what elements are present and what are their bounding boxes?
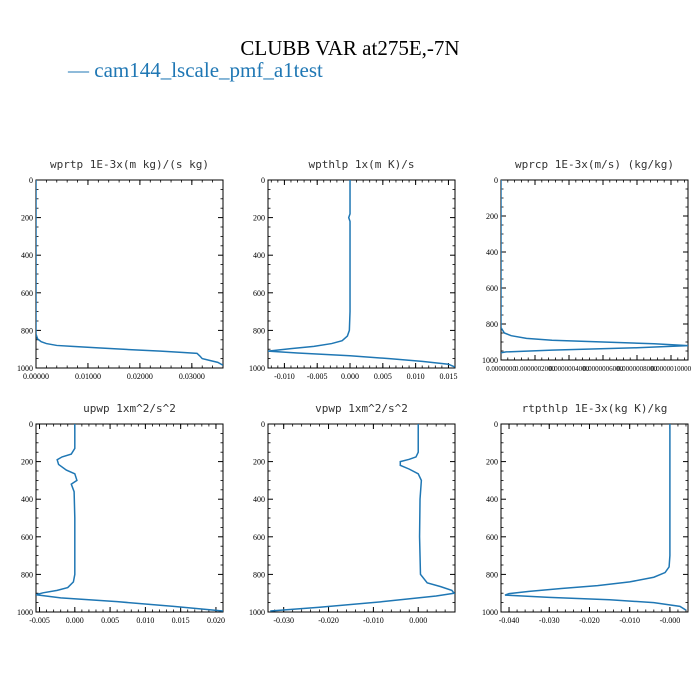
y-tick-label: 800 [21, 570, 33, 579]
figure-title: CLUBB VAR at275E,-7N [240, 36, 460, 60]
x-tick-label: -0.030 [539, 616, 560, 625]
y-tick-label: 600 [486, 284, 498, 293]
y-tick-label: 400 [21, 495, 33, 504]
y-tick-label: 800 [253, 326, 265, 335]
x-tick-label: 0.020 [207, 616, 225, 625]
x-tick-label: 0.015 [439, 372, 457, 381]
x-tick-label: -0.000 [660, 616, 681, 625]
x-tick-label: 0.010 [407, 372, 425, 381]
legend-line-icon: — [68, 58, 89, 82]
y-tick-label: 1000 [17, 608, 33, 617]
series-line [268, 180, 455, 368]
y-tick-label: 800 [486, 320, 498, 329]
x-tick-label: 0.015 [172, 616, 190, 625]
y-tick-label: 0 [29, 176, 33, 185]
y-tick-label: 600 [253, 289, 265, 298]
y-tick-label: 0 [494, 420, 498, 429]
x-tick-label: 0.01000 [75, 372, 101, 381]
y-tick-label: 1000 [482, 608, 498, 617]
x-tick-label: 0.010 [136, 616, 154, 625]
x-tick-label: 0.0000004000 [549, 365, 590, 373]
y-tick-label: 200 [21, 458, 33, 467]
x-tick-label: 0.02000 [127, 372, 153, 381]
legend-entry: — cam144_lscale_pmf_a1test [68, 58, 323, 83]
y-tick-label: 600 [21, 533, 33, 542]
x-tick-label: 0.0000000 [486, 365, 516, 373]
plot-frame [267, 179, 456, 369]
x-tick-label: 0.00000 [23, 372, 49, 381]
y-tick-label: 1000 [17, 364, 33, 373]
plot-frame [35, 179, 224, 369]
x-tick-label: -0.010 [274, 372, 295, 381]
plot-frame [267, 423, 456, 613]
y-tick-label: 600 [486, 533, 498, 542]
x-tick-label: 0.0000010000 [651, 365, 692, 373]
x-tick-label: -0.020 [318, 616, 339, 625]
panel-1: wprtp 1E-3x(m kg)/(s kg) 0 200 400 600 800 100… [17, 158, 224, 381]
y-tick-label: 0 [261, 176, 265, 185]
y-tick-label: 200 [486, 212, 498, 221]
panel-2: wpthlp 1x(m K)/s 0 200 400 600 800 1000 -0.010 -… [249, 158, 457, 381]
y-tick-label: 1000 [482, 356, 498, 365]
panel-title: wprcp 1E-3x(m/s) (kg/kg) [515, 158, 674, 171]
series-line [504, 424, 687, 611]
y-tick-label: 800 [21, 326, 33, 335]
x-tick-label: 0.005 [101, 616, 119, 625]
y-tick-label: 0 [261, 420, 265, 429]
panel-title: wpthlp 1x(m K)/s [309, 158, 415, 171]
plot-frame [500, 423, 689, 613]
y-tick-label: 800 [486, 570, 498, 579]
y-tick-label: 400 [21, 251, 33, 260]
series-line [501, 180, 688, 354]
y-tick-label: 400 [486, 248, 498, 257]
y-tick-label: 200 [21, 214, 33, 223]
plot-frame [35, 423, 224, 613]
series-line [270, 424, 455, 612]
y-tick-label: 800 [253, 570, 265, 579]
y-tick-label: 1000 [249, 608, 265, 617]
series-line [36, 424, 223, 612]
y-tick-label: 400 [253, 495, 265, 504]
y-tick-label: 600 [21, 289, 33, 298]
y-tick-label: 400 [253, 251, 265, 260]
x-tick-label: -0.040 [499, 616, 520, 625]
x-tick-label: -0.020 [579, 616, 600, 625]
x-tick-label: -0.010 [619, 616, 640, 625]
x-tick-label: 0.0000006000 [583, 365, 624, 373]
x-tick-label: 0.03000 [179, 372, 205, 381]
x-tick-label: -0.030 [273, 616, 294, 625]
panel-6: rtpthlp 1E-3x(kg K)/kg02004006008001000-… [482, 402, 689, 625]
x-tick-label: 0.000 [409, 616, 427, 625]
y-tick-label: 0 [29, 420, 33, 429]
x-tick-label: 0.000 [341, 372, 359, 381]
y-tick-label: 200 [253, 458, 265, 467]
panel-title: wprtp 1E-3x(m kg)/(s kg) [50, 158, 209, 171]
y-tick-label: 1000 [249, 364, 265, 373]
panel-4: upwp 1xm^2/s^2 0 200 400 600 800 1000-0.005 0.0… [17, 402, 225, 625]
x-tick-label: -0.005 [307, 372, 328, 381]
y-tick-label: 400 [486, 495, 498, 504]
panel-title: vpwp 1xm^2/s^2 [315, 402, 408, 415]
panel-5: vpwp 1xm^2/s^2 0 200 400 600 800 1000 -0.030 -0.… [249, 402, 456, 625]
panel-3: wprcp 1E-3x(m/s) (kg/kg) 0 200 400 600 800 100… [482, 158, 692, 373]
x-tick-label: -0.010 [363, 616, 384, 625]
x-tick-label: -0.005 [29, 616, 50, 625]
plot-frame [500, 179, 689, 361]
y-tick-label: 200 [486, 458, 498, 467]
series-line [36, 180, 223, 366]
y-tick-label: 0 [494, 176, 498, 185]
x-tick-label: 0.005 [374, 372, 392, 381]
legend-label: cam144_lscale_pmf_a1test [94, 58, 323, 82]
y-tick-label: 200 [253, 214, 265, 223]
panel-title: rtpthlp 1E-3x(kg K)/kg [522, 402, 668, 415]
x-tick-label: 0.0000008000 [617, 365, 658, 373]
x-tick-label: 0.000 [66, 616, 84, 625]
y-tick-label: 600 [253, 533, 265, 542]
panel-title: upwp 1xm^2/s^2 [83, 402, 176, 415]
x-tick-label: 0.0000002000 [515, 365, 556, 373]
